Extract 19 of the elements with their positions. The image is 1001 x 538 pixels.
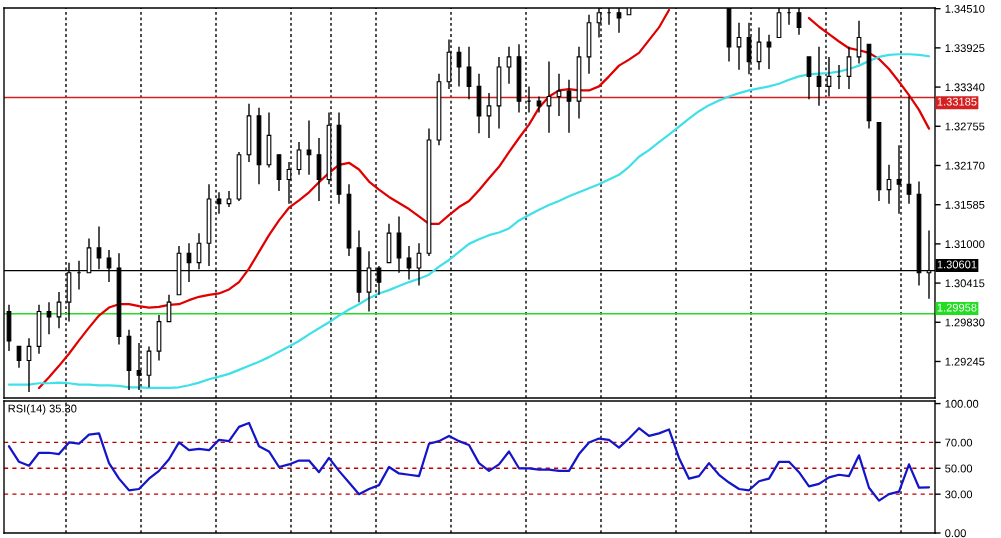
ref-line-label: 1.30601 [937, 260, 977, 269]
chart-title: RSI(14) 35.30 [8, 404, 77, 415]
y-tick-label: 0.00 [945, 529, 966, 538]
y-tick-label: 1.29245 [945, 357, 985, 366]
y-tick-label: 1.31585 [945, 200, 985, 209]
ref-line-label: 1.33185 [937, 97, 977, 106]
y-tick-label: 50.00 [945, 464, 973, 473]
y-tick-label: 100.00 [945, 399, 979, 408]
y-tick-label: 1.33925 [945, 44, 985, 53]
y-tick-label: 70.00 [945, 438, 973, 447]
ref-line-label: 1.29958 [937, 303, 977, 312]
y-tick-label: 1.32755 [945, 122, 985, 131]
y-tick-label: 1.33340 [945, 83, 985, 92]
y-tick-label: 1.29830 [945, 318, 985, 327]
y-tick-label: 1.32170 [945, 161, 985, 170]
y-tick-label: 1.30415 [945, 279, 985, 288]
y-tick-label: 1.34510 [945, 4, 985, 13]
y-tick-label: 1.31000 [945, 240, 985, 249]
y-tick-label: 30.00 [945, 490, 973, 499]
